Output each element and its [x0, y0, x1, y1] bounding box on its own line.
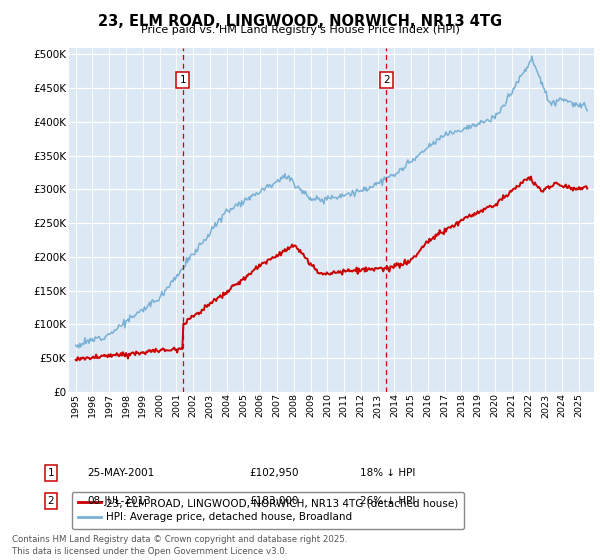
Text: £102,950: £102,950	[249, 468, 299, 478]
Text: 18% ↓ HPI: 18% ↓ HPI	[360, 468, 415, 478]
Text: 2: 2	[47, 496, 55, 506]
Text: 08-JUL-2013: 08-JUL-2013	[87, 496, 151, 506]
Text: 1: 1	[179, 75, 186, 85]
Text: 2: 2	[383, 75, 389, 85]
Text: Contains HM Land Registry data © Crown copyright and database right 2025.
This d: Contains HM Land Registry data © Crown c…	[12, 535, 347, 556]
Text: £183,000: £183,000	[249, 496, 298, 506]
Legend: 23, ELM ROAD, LINGWOOD, NORWICH, NR13 4TG (detached house), HPI: Average price, : 23, ELM ROAD, LINGWOOD, NORWICH, NR13 4T…	[71, 492, 464, 529]
Text: 25-MAY-2001: 25-MAY-2001	[87, 468, 154, 478]
Text: 23, ELM ROAD, LINGWOOD, NORWICH, NR13 4TG: 23, ELM ROAD, LINGWOOD, NORWICH, NR13 4T…	[98, 14, 502, 29]
Text: 26% ↓ HPI: 26% ↓ HPI	[360, 496, 415, 506]
Text: 1: 1	[47, 468, 55, 478]
Text: Price paid vs. HM Land Registry's House Price Index (HPI): Price paid vs. HM Land Registry's House …	[140, 25, 460, 35]
